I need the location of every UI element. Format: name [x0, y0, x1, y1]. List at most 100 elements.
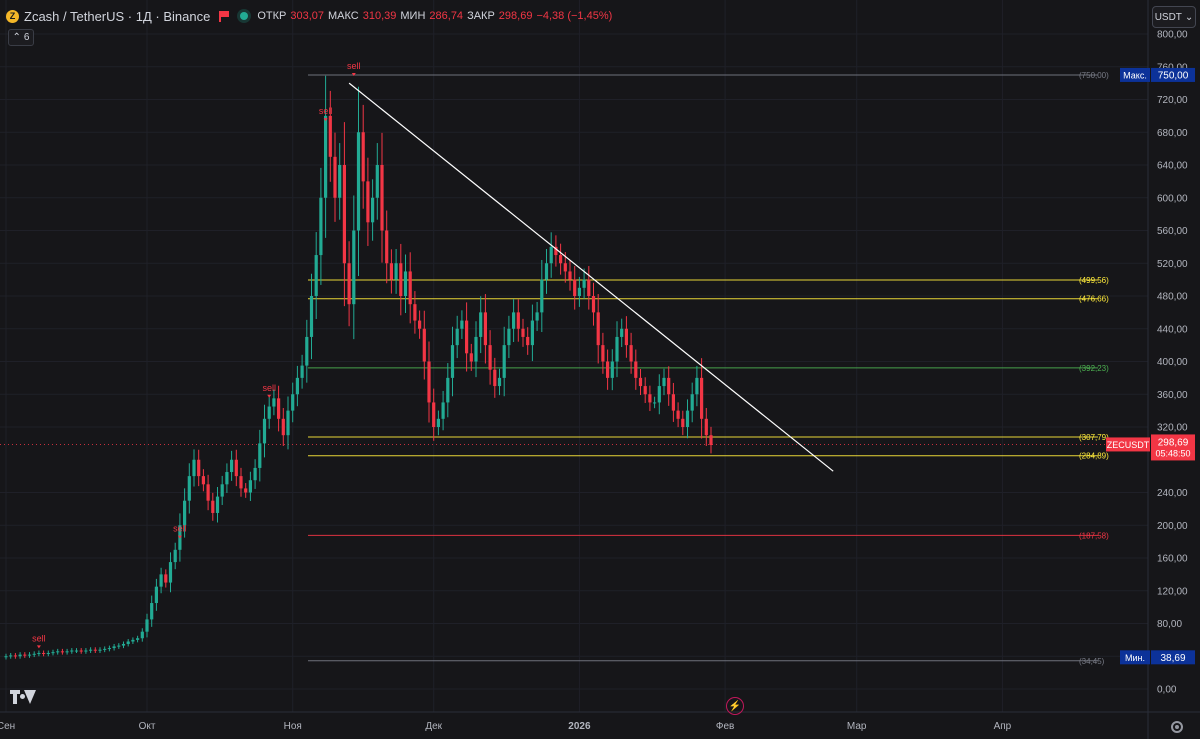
candle-body	[60, 651, 64, 653]
extreme-badge-bg	[1120, 67, 1150, 82]
price-tick-label: 640,00	[1157, 161, 1188, 172]
candle-body	[197, 459, 201, 477]
bar-countdown: 05:48:50	[1155, 448, 1190, 458]
flag-icon[interactable]	[219, 10, 230, 22]
candle-body	[554, 246, 558, 256]
bolt-icon[interactable]: ⚡	[726, 697, 744, 715]
symbol-price-tag-bg	[1106, 437, 1150, 452]
chevron-up-icon: ⌃	[12, 32, 21, 43]
candle-body	[662, 377, 666, 387]
currency-button[interactable]: USDT ⌄	[1152, 6, 1196, 28]
candle-body	[535, 312, 539, 321]
candle-body	[483, 312, 487, 346]
gear-icon[interactable]	[1171, 721, 1183, 733]
candle-body	[187, 476, 191, 501]
candle-body	[79, 650, 83, 652]
sell-signal-label: sell	[347, 61, 361, 71]
candle-body	[168, 562, 173, 583]
time-tick-label: 2026	[568, 721, 591, 732]
candle-body	[126, 641, 130, 644]
last-price-badge-bg	[1151, 434, 1195, 461]
candle-body	[347, 263, 351, 305]
candle-body	[601, 345, 605, 362]
symbol-price-tag: ZECUSDT	[1107, 440, 1150, 450]
chart-header: Z Zcash / TetherUS · 1Д · Binance ОТКР 3…	[6, 7, 612, 25]
level-label: (750,00)	[1079, 71, 1109, 80]
candle-body	[239, 476, 243, 489]
price-tick-label: 560,00	[1157, 226, 1188, 237]
candle-body	[610, 361, 614, 378]
candle-body	[230, 459, 234, 473]
candle-body	[413, 304, 417, 321]
price-tick-label: 0,00	[1157, 685, 1177, 696]
candle-body	[643, 386, 647, 395]
price-tick-label: 320,00	[1157, 423, 1188, 434]
price-axis: 800,00 760,00 720,00 680,00 640,00 600,00 560,…	[1157, 30, 1188, 696]
candle-body	[324, 115, 328, 198]
candle-body	[488, 345, 492, 370]
candle-body	[352, 230, 356, 305]
candle-body	[220, 484, 224, 497]
candle-body	[446, 377, 450, 403]
candle-body	[258, 443, 262, 468]
symbol-title[interactable]: Zcash / TetherUS · 1Д · Binance	[24, 8, 211, 24]
candle-body	[150, 603, 154, 620]
level-label: (284,89)	[1079, 452, 1109, 461]
candle-body	[46, 652, 50, 654]
candle-body	[305, 336, 309, 366]
candle-body	[300, 365, 304, 378]
candle-body	[526, 336, 530, 346]
candle-body	[436, 418, 440, 427]
open-value: 303,07	[290, 10, 324, 22]
sell-signal-marker	[323, 118, 328, 122]
time-tick-label: Дек	[425, 721, 442, 732]
candle-body	[9, 655, 13, 657]
candle-body	[681, 418, 685, 427]
sell-signal-label: sell	[173, 524, 187, 534]
extreme-value-bg	[1151, 650, 1195, 665]
candle-body	[98, 649, 102, 651]
time-tick-label: Ноя	[284, 721, 302, 732]
time-tick-label: Окт	[139, 721, 156, 732]
indicators-toggle[interactable]: ⌃ 6	[8, 29, 34, 46]
candle-body	[591, 296, 596, 313]
trend-line	[348, 82, 834, 472]
price-tick-label: 80,00	[1157, 619, 1182, 630]
currency-label: USDT	[1154, 11, 1182, 23]
candle-body	[18, 654, 22, 657]
price-tick-label: 400,00	[1157, 357, 1188, 368]
candle-body	[493, 369, 497, 387]
candle-body	[394, 263, 398, 280]
candle-body	[338, 165, 342, 198]
extreme-badge-bg	[1120, 650, 1150, 665]
candle-body	[375, 165, 379, 198]
change-value: −4,38 (−1,45%)	[536, 10, 613, 22]
candle-body	[648, 394, 652, 403]
candle-body	[309, 296, 314, 337]
candle-body	[615, 336, 619, 362]
candle-body	[314, 255, 318, 296]
candle-body	[262, 418, 267, 444]
candle-body	[709, 435, 713, 446]
candle-body	[112, 646, 116, 649]
level-label: (187,58)	[1079, 531, 1109, 540]
candle-body	[559, 255, 563, 264]
candle-body	[460, 320, 464, 329]
candle-body	[145, 619, 149, 632]
candle-body	[638, 377, 643, 387]
candle-body	[530, 320, 534, 346]
candle-body	[563, 263, 567, 272]
price-tick-label: 720,00	[1157, 95, 1188, 106]
candle-body	[399, 263, 403, 296]
extreme-value-label: 750,00	[1158, 70, 1189, 81]
candle-body	[103, 648, 107, 650]
candle-body	[117, 645, 121, 647]
candle-body	[455, 328, 459, 346]
horizontal-levels: (750,00) (499,56) (476,66) (392,23) (307,79)…	[308, 71, 1109, 666]
tradingview-logo-icon[interactable]	[10, 690, 36, 704]
candle-body	[211, 500, 215, 513]
candle-body	[51, 652, 55, 654]
candle-body	[418, 320, 422, 329]
candle-body	[620, 328, 624, 337]
